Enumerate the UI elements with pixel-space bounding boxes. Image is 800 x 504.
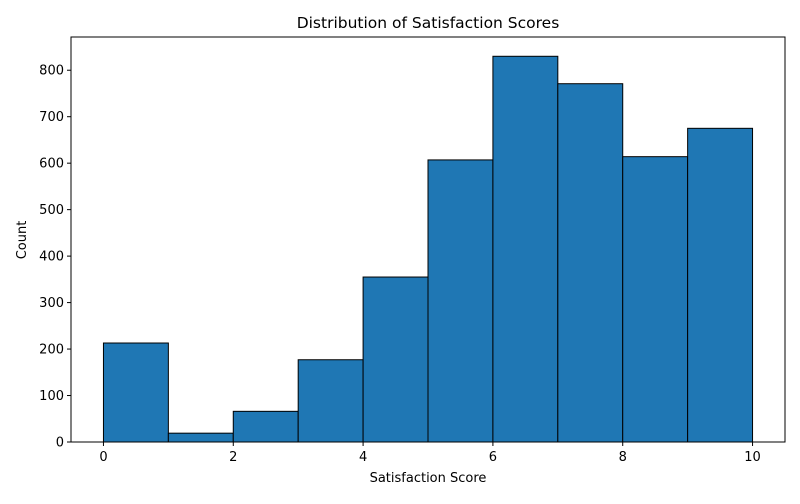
histogram-bar-3	[297, 359, 364, 443]
x-axis-label: Satisfaction Score	[370, 471, 487, 486]
histogram-bar-1	[167, 432, 234, 443]
x-tick-label: 2	[229, 450, 237, 465]
chart-title: Distribution of Satisfaction Scores	[297, 14, 560, 32]
plot-frame	[70, 36, 786, 443]
y-axis-label: Count	[15, 221, 30, 260]
histogram-bar-7	[557, 83, 624, 443]
histogram-bar-9	[687, 127, 754, 443]
x-tick-label: 8	[619, 450, 627, 465]
histogram-bar-5	[427, 159, 494, 443]
histogram-bar-0	[102, 342, 169, 443]
histogram-bar-8	[622, 156, 689, 443]
y-tick-label: 400	[39, 250, 64, 265]
y-tick-label: 600	[39, 157, 64, 172]
x-tick-label: 6	[489, 450, 497, 465]
y-tick-label: 300	[39, 296, 64, 311]
y-tick-label: 200	[39, 343, 64, 358]
histogram-bar-4	[362, 276, 429, 443]
x-tick-label: 0	[99, 450, 107, 465]
y-tick-label: 700	[39, 110, 64, 125]
bars-layer	[102, 55, 754, 443]
y-axis: 0 100 200 300 400 500 600 700 800	[39, 64, 71, 451]
histogram-bar-6	[492, 55, 559, 443]
y-tick-label: 100	[39, 389, 64, 404]
histogram-bar-2	[232, 410, 299, 443]
y-tick-label: 500	[39, 203, 64, 218]
x-tick-label: 4	[359, 450, 367, 465]
y-tick-label: 0	[56, 436, 64, 451]
x-axis: 0 2 4 6 8 10	[99, 442, 761, 465]
x-tick-label: 10	[744, 450, 761, 465]
y-tick-label: 800	[39, 64, 64, 79]
